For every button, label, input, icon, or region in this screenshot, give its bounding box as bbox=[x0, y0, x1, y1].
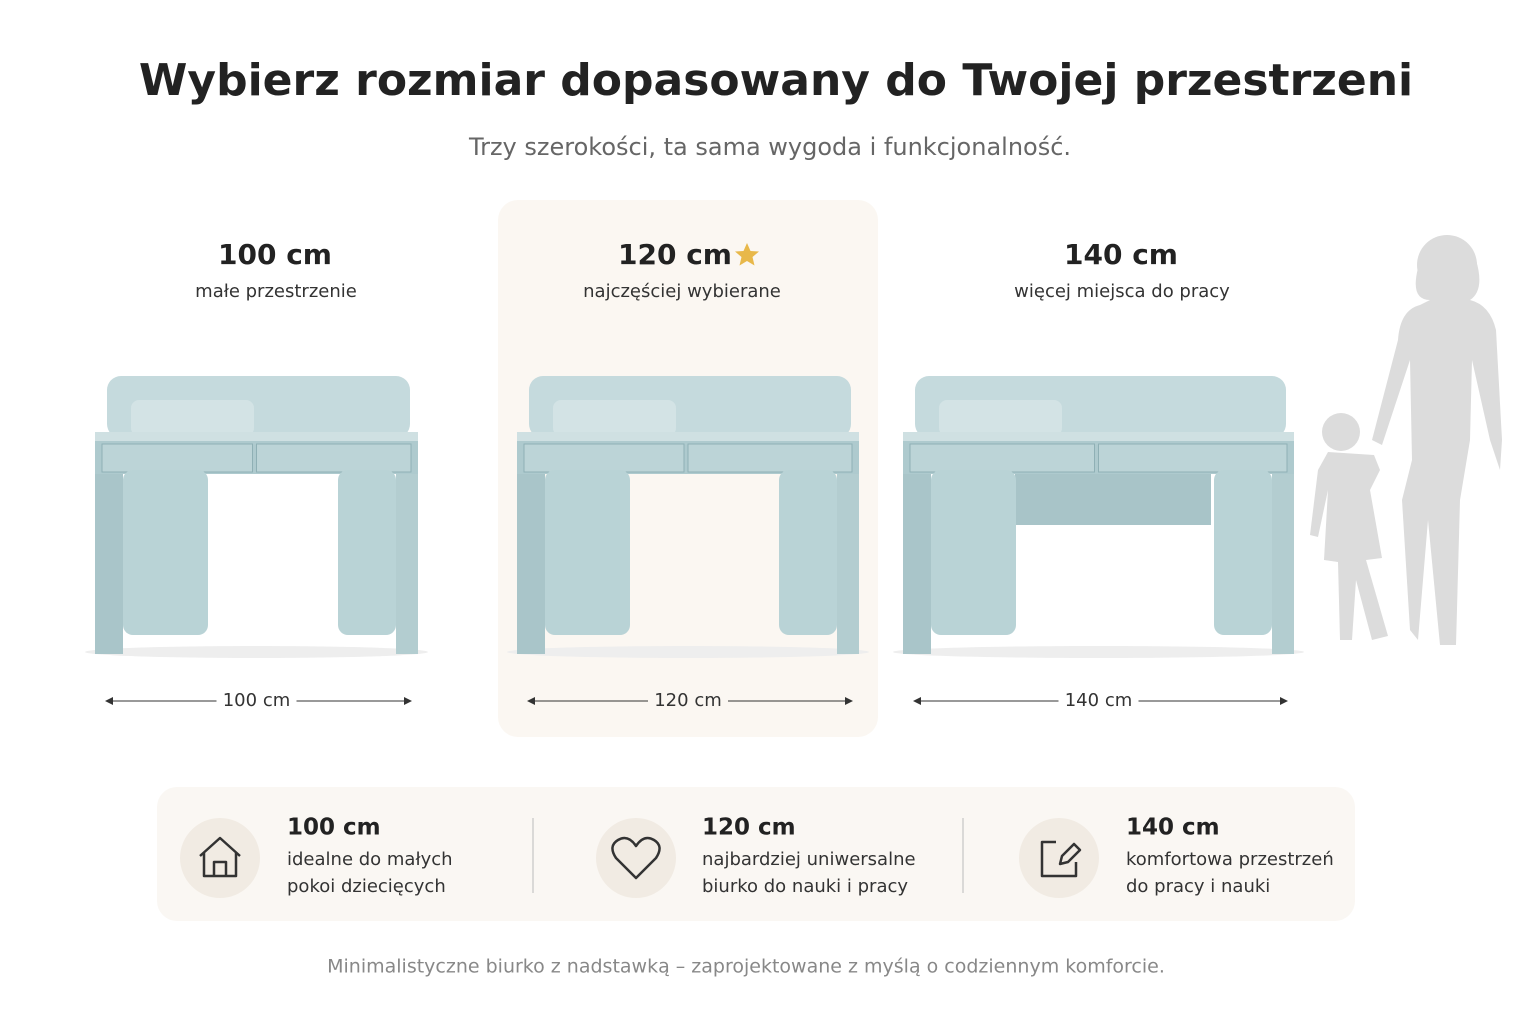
desk bbox=[507, 376, 869, 705]
arrow-head bbox=[1280, 697, 1288, 705]
back-shelf bbox=[131, 400, 254, 436]
leg-panel bbox=[1214, 470, 1272, 635]
feature-line: pokoi dziecięcych bbox=[287, 876, 446, 897]
arrow-head bbox=[527, 697, 535, 705]
arrow-head bbox=[845, 697, 853, 705]
leg-panel bbox=[338, 470, 396, 635]
drawer bbox=[101, 443, 253, 473]
footer: Minimalistyczne biurko z nadstawką – zap… bbox=[327, 956, 1165, 978]
desk bbox=[893, 376, 1304, 705]
dimension-label: 120 cm bbox=[654, 690, 722, 711]
feature-title: 140 cm bbox=[1126, 815, 1220, 841]
child-head bbox=[1322, 413, 1360, 451]
icon-bg bbox=[180, 818, 260, 898]
leg-side bbox=[517, 474, 545, 654]
texts: 100 cm małe przestrzenie 100 cm 120 cm najcz… bbox=[195, 238, 1334, 897]
back-shelf bbox=[553, 400, 676, 436]
leg-side bbox=[903, 474, 931, 654]
leg-side bbox=[837, 474, 859, 654]
dimension-label: 100 cm bbox=[223, 690, 291, 711]
shadow bbox=[893, 646, 1304, 658]
feature-title: 120 cm bbox=[702, 815, 796, 841]
arrow-head bbox=[404, 697, 412, 705]
drawer bbox=[256, 443, 412, 473]
desk bbox=[85, 376, 428, 705]
size-label: 100 cm bbox=[218, 238, 332, 271]
leg-panel bbox=[779, 470, 837, 635]
drawer bbox=[523, 443, 685, 473]
leg-panel bbox=[545, 470, 630, 635]
back-shelf bbox=[939, 400, 1062, 436]
woman-body bbox=[1372, 260, 1502, 645]
size-caption: najczęściej wybierane bbox=[583, 281, 781, 302]
child-body bbox=[1310, 452, 1388, 640]
modesty-panel bbox=[1015, 474, 1211, 525]
desks bbox=[85, 376, 1304, 705]
star-icon bbox=[735, 243, 759, 266]
feature-line: komfortowa przestrzeń bbox=[1126, 849, 1334, 870]
leg-side bbox=[1272, 474, 1294, 654]
size-caption: więcej miejsca do pracy bbox=[1014, 281, 1230, 302]
feature-title: 100 cm bbox=[287, 815, 381, 841]
size-caption: małe przestrzenie bbox=[195, 281, 357, 302]
arrow-head bbox=[105, 697, 113, 705]
leg-side bbox=[95, 474, 123, 654]
drawer bbox=[687, 443, 853, 473]
feature-line: najbardziej uniwersalne bbox=[702, 849, 916, 870]
desktop bbox=[95, 432, 418, 441]
drawer bbox=[1098, 443, 1288, 473]
size-label: 140 cm bbox=[1064, 238, 1178, 271]
icon-bg bbox=[596, 818, 676, 898]
drawer bbox=[909, 443, 1095, 473]
leg-side bbox=[396, 474, 418, 654]
icon-bg bbox=[1019, 818, 1099, 898]
leg-panel bbox=[931, 470, 1016, 635]
shadow bbox=[507, 646, 869, 658]
title: Wybierz rozmiar dopasowany do Twojej prz… bbox=[139, 55, 1413, 106]
dimension-label: 140 cm bbox=[1065, 690, 1133, 711]
desktop bbox=[903, 432, 1294, 441]
feature-line: idealne do małych bbox=[287, 849, 453, 870]
feature-line: biurko do nauki i pracy bbox=[702, 876, 908, 897]
size-label: 120 cm bbox=[618, 238, 732, 271]
feature-line: do pracy i nauki bbox=[1126, 876, 1270, 897]
edit-icon bbox=[1040, 840, 1082, 878]
arrow-head bbox=[913, 697, 921, 705]
shadow bbox=[85, 646, 428, 658]
heart-icon bbox=[611, 836, 661, 880]
silhouettes bbox=[1310, 235, 1502, 645]
house-icon bbox=[199, 836, 241, 878]
subtitle: Trzy szerokości, ta sama wygoda i funkcj… bbox=[468, 133, 1071, 161]
desktop bbox=[517, 432, 859, 441]
leg-panel bbox=[123, 470, 208, 635]
